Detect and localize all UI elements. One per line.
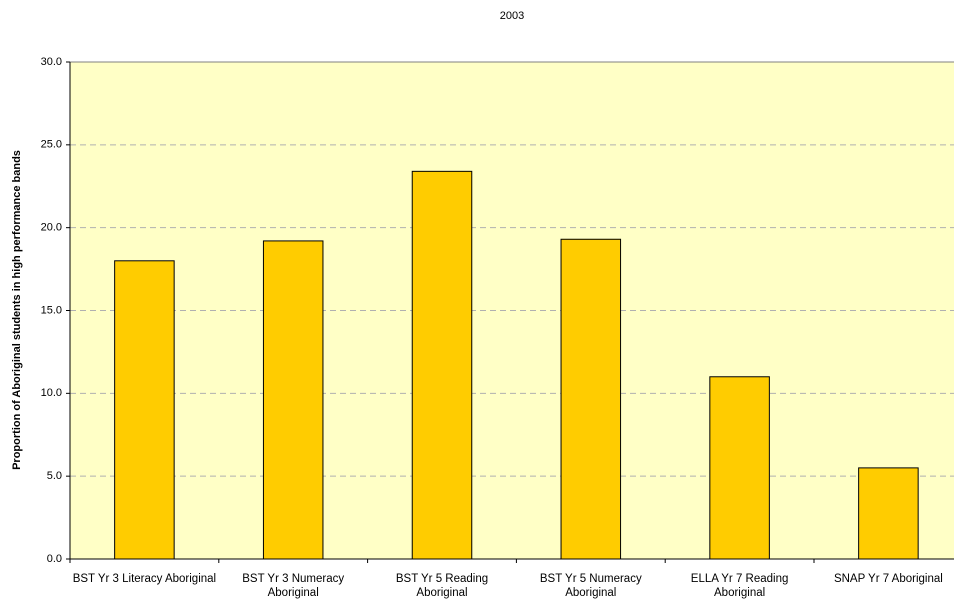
y-tick-label: 0.0 — [47, 553, 62, 565]
x-tick-label: BST Yr 5 Reading Aboriginal — [395, 573, 489, 599]
y-tick-label: 5.0 — [47, 470, 62, 482]
y-tick-label: 30.0 — [41, 56, 62, 68]
bar — [114, 260, 175, 560]
y-tick-label: 10.0 — [41, 387, 62, 399]
bar — [709, 376, 770, 560]
y-tick-label: 15.0 — [41, 304, 62, 316]
y-axis-label: Proportion of Aboriginal students in hig… — [11, 150, 23, 470]
x-tick-label: BST Yr 5 Numeracy Aboriginal — [539, 573, 642, 599]
y-tick-label: 20.0 — [41, 222, 62, 234]
x-tick-label: SNAP Yr 7 Aboriginal — [833, 573, 943, 585]
x-tick-label: ELLA Yr 7 Reading Aboriginal — [690, 573, 789, 599]
bar — [411, 170, 473, 560]
bar — [858, 467, 919, 560]
bar — [560, 238, 622, 560]
y-tick-label: 25.0 — [41, 139, 62, 151]
x-tick-label: BST Yr 3 Numeracy Aboriginal — [242, 573, 345, 599]
chart-title: 2003 — [500, 10, 524, 22]
x-tick-label: BST Yr 3 Literacy Aboriginal — [72, 573, 217, 585]
bar — [262, 240, 324, 560]
